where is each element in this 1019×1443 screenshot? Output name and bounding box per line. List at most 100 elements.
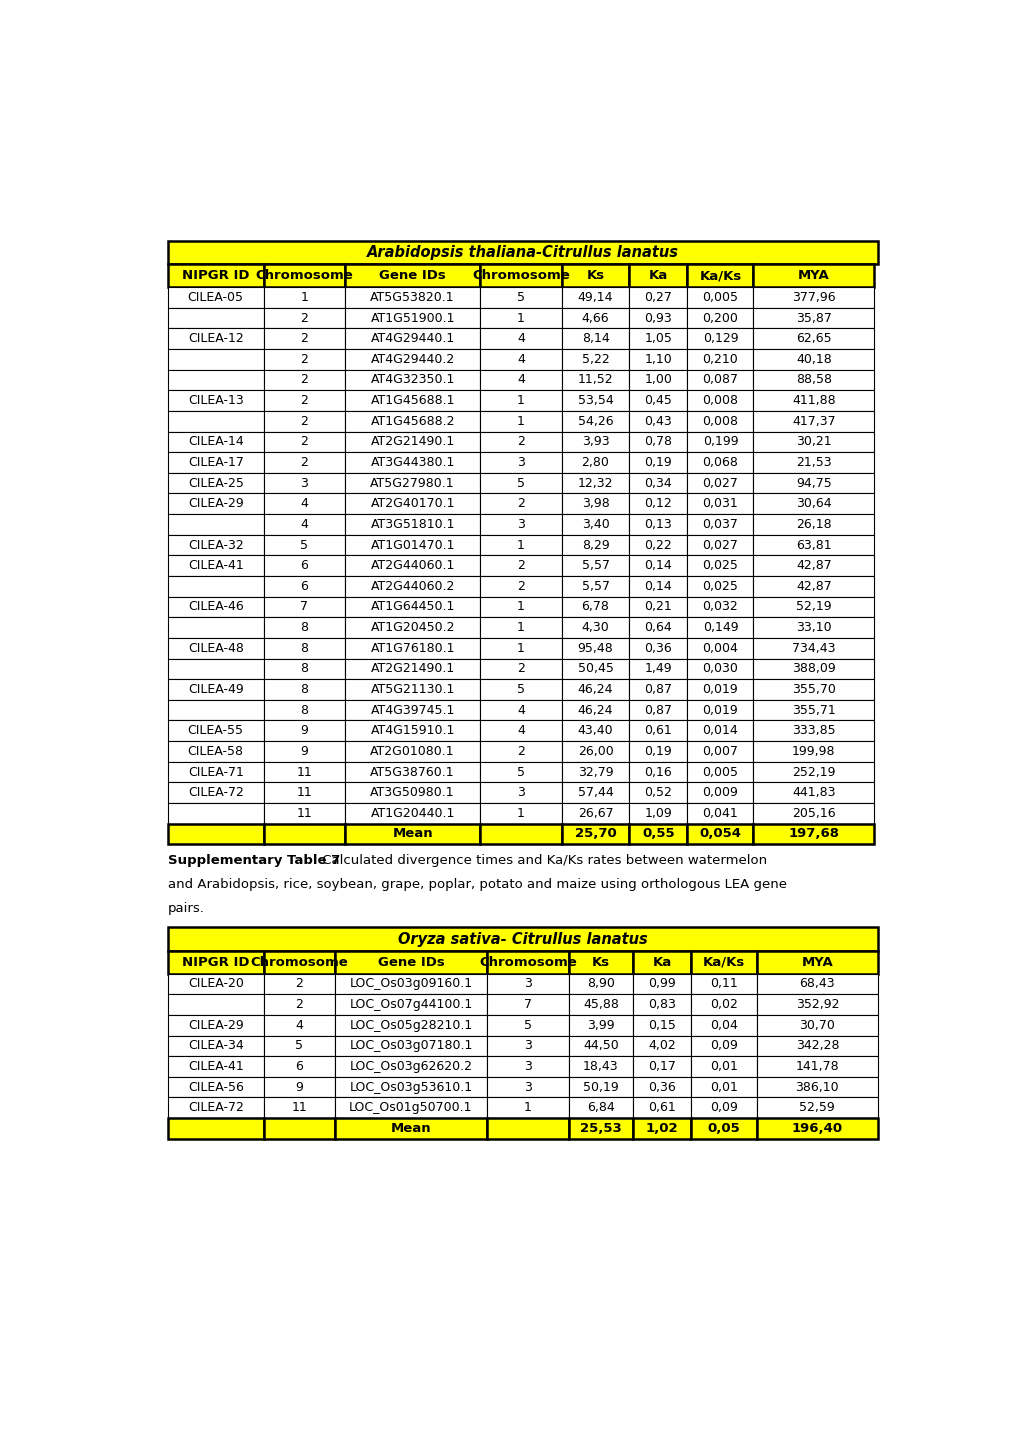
Bar (561, 802, 629, 824)
Bar (690, 1014, 756, 1036)
Text: 0,52: 0,52 (644, 786, 672, 799)
Text: 1,10: 1,10 (644, 354, 672, 367)
Text: 2: 2 (517, 436, 525, 449)
Bar (690, 1056, 756, 1076)
Text: 355,71: 355,71 (791, 704, 835, 717)
Bar (753, 514, 873, 535)
Text: AT2G21490.1: AT2G21490.1 (370, 662, 454, 675)
Bar (263, 369, 345, 390)
Text: AT2G44060.1: AT2G44060.1 (370, 560, 454, 573)
Text: 0,27: 0,27 (644, 291, 672, 304)
Bar (263, 287, 345, 307)
Text: CILEA-56: CILEA-56 (187, 1081, 244, 1094)
Text: Ka: Ka (651, 955, 671, 968)
Bar (345, 720, 480, 742)
Text: 2: 2 (517, 662, 525, 675)
Bar (168, 307, 263, 329)
Text: 5: 5 (517, 683, 525, 696)
Bar (629, 535, 687, 556)
Text: AT1G20450.2: AT1G20450.2 (370, 620, 454, 633)
Text: 50,45: 50,45 (577, 662, 612, 675)
Text: 0,19: 0,19 (644, 456, 672, 469)
Text: 0,16: 0,16 (644, 766, 672, 779)
Text: 35,87: 35,87 (795, 312, 830, 325)
Text: Gene IDs: Gene IDs (379, 268, 445, 281)
Text: 2: 2 (517, 580, 525, 593)
Bar (753, 742, 873, 762)
Text: 0,61: 0,61 (644, 724, 672, 737)
Bar (753, 349, 873, 369)
Text: 3: 3 (517, 518, 525, 531)
Bar (263, 638, 345, 658)
Text: 0,068: 0,068 (702, 456, 738, 469)
Text: 411,88: 411,88 (791, 394, 835, 407)
Text: Ka/Ks: Ka/Ks (699, 268, 741, 281)
Bar (690, 1036, 756, 1056)
Bar (345, 824, 480, 844)
Bar (687, 349, 753, 369)
Bar (569, 1098, 632, 1118)
Bar (561, 329, 629, 349)
Text: 386,10: 386,10 (795, 1081, 839, 1094)
Text: 342,28: 342,28 (795, 1039, 839, 1052)
Text: 3,40: 3,40 (581, 518, 608, 531)
Bar (629, 782, 687, 802)
Text: Gene IDs: Gene IDs (377, 955, 444, 968)
Text: 0,11: 0,11 (709, 977, 737, 990)
Text: 0,01: 0,01 (709, 1081, 737, 1094)
Text: 2: 2 (301, 394, 308, 407)
Text: 0,22: 0,22 (644, 538, 672, 551)
Text: LOC_Os03g09160.1: LOC_Os03g09160.1 (350, 977, 472, 990)
Bar (629, 411, 687, 431)
Bar (687, 742, 753, 762)
Bar (561, 658, 629, 680)
Bar (263, 535, 345, 556)
Bar (687, 618, 753, 638)
Text: 0,199: 0,199 (702, 436, 738, 449)
Bar (345, 287, 480, 307)
Text: 199,98: 199,98 (792, 745, 835, 758)
Text: 0,004: 0,004 (702, 642, 738, 655)
Bar (561, 452, 629, 473)
Text: 53,54: 53,54 (577, 394, 612, 407)
Text: 63,81: 63,81 (795, 538, 830, 551)
Bar (561, 762, 629, 782)
Text: CILEA-41: CILEA-41 (187, 560, 244, 573)
Bar (687, 369, 753, 390)
Text: 0,087: 0,087 (702, 374, 738, 387)
Text: 46,24: 46,24 (577, 704, 612, 717)
Bar (345, 329, 480, 349)
Text: 0,15: 0,15 (647, 1019, 676, 1032)
Text: Calculated divergence times and Ka/Ks rates between watermelon: Calculated divergence times and Ka/Ks ra… (317, 854, 766, 867)
Text: 2: 2 (301, 414, 308, 427)
Text: 52,59: 52,59 (799, 1101, 835, 1114)
Text: 205,16: 205,16 (791, 807, 835, 820)
Bar (753, 494, 873, 514)
Bar (345, 369, 480, 390)
Text: 1,02: 1,02 (645, 1121, 678, 1136)
Bar (334, 951, 487, 974)
Text: pairs.: pairs. (168, 902, 205, 915)
Bar (569, 1056, 632, 1076)
Bar (345, 452, 480, 473)
Text: 1: 1 (524, 1101, 532, 1114)
Text: 352,92: 352,92 (795, 999, 839, 1012)
Text: 8,29: 8,29 (581, 538, 608, 551)
Text: AT5G53820.1: AT5G53820.1 (370, 291, 454, 304)
Text: CILEA-29: CILEA-29 (187, 1019, 244, 1032)
Bar (263, 802, 345, 824)
Bar (561, 411, 629, 431)
Text: 6,84: 6,84 (586, 1101, 614, 1114)
Bar (168, 658, 263, 680)
Bar (753, 411, 873, 431)
Text: 8: 8 (301, 662, 308, 675)
Bar (632, 1098, 690, 1118)
Text: 1: 1 (517, 538, 525, 551)
Bar (345, 618, 480, 638)
Bar (480, 596, 561, 618)
Bar (345, 349, 480, 369)
Text: 0,030: 0,030 (702, 662, 738, 675)
Bar (480, 680, 561, 700)
Text: 0,01: 0,01 (709, 1061, 737, 1074)
Bar (629, 618, 687, 638)
